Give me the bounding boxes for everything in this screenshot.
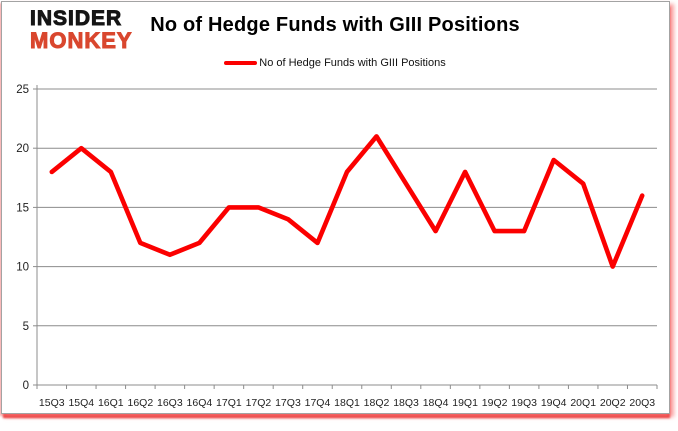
x-axis-label: 19Q4: [541, 397, 567, 409]
series-line: [49, 134, 645, 269]
x-axis-label: 15Q3: [39, 397, 65, 409]
x-axis-label: 18Q4: [423, 397, 449, 409]
y-axis-label: 20: [16, 143, 29, 155]
y-axis-label: 15: [16, 202, 29, 214]
insider-monkey-logo: INSIDER MONKEY: [30, 7, 133, 53]
x-axis-label: 16Q4: [187, 397, 213, 409]
legend-line-swatch: [224, 61, 258, 65]
y-axis-label: 5: [23, 321, 29, 333]
x-axis-label: 20Q1: [570, 397, 596, 409]
x-axis-label: 17Q3: [275, 397, 301, 409]
logo-text-monkey: MONKEY: [30, 28, 133, 53]
y-axis-label: 25: [16, 84, 29, 96]
x-axis-label: 20Q3: [629, 397, 655, 409]
x-axis-label: 17Q2: [246, 397, 272, 409]
y-axis-label: 0: [23, 380, 29, 392]
x-axis-label: 17Q4: [305, 397, 331, 409]
logo-text-insider: INSIDER: [30, 7, 123, 30]
legend: No of Hedge Funds with GIII Positions: [0, 56, 670, 70]
x-axis-label: 15Q4: [68, 397, 94, 409]
x-axis-label: 17Q1: [216, 397, 242, 409]
x-axis-label: 18Q1: [334, 397, 360, 409]
chart-title: No of Hedge Funds with GIII Positions: [150, 14, 520, 36]
x-axis-label: 19Q2: [482, 397, 508, 409]
x-axis-label: 18Q3: [393, 397, 419, 409]
x-axis-label: 16Q3: [157, 397, 183, 409]
x-axis-label: 20Q2: [600, 397, 626, 409]
x-axis-label: 19Q3: [511, 397, 537, 409]
x-axis-label: 19Q1: [452, 397, 478, 409]
x-axis-label: 18Q2: [364, 397, 390, 409]
x-axis-label: 16Q2: [127, 397, 153, 409]
y-axis-label: 10: [16, 262, 29, 274]
x-axis-label: 16Q1: [98, 397, 124, 409]
legend-label: No of Hedge Funds with GIII Positions: [259, 57, 446, 69]
